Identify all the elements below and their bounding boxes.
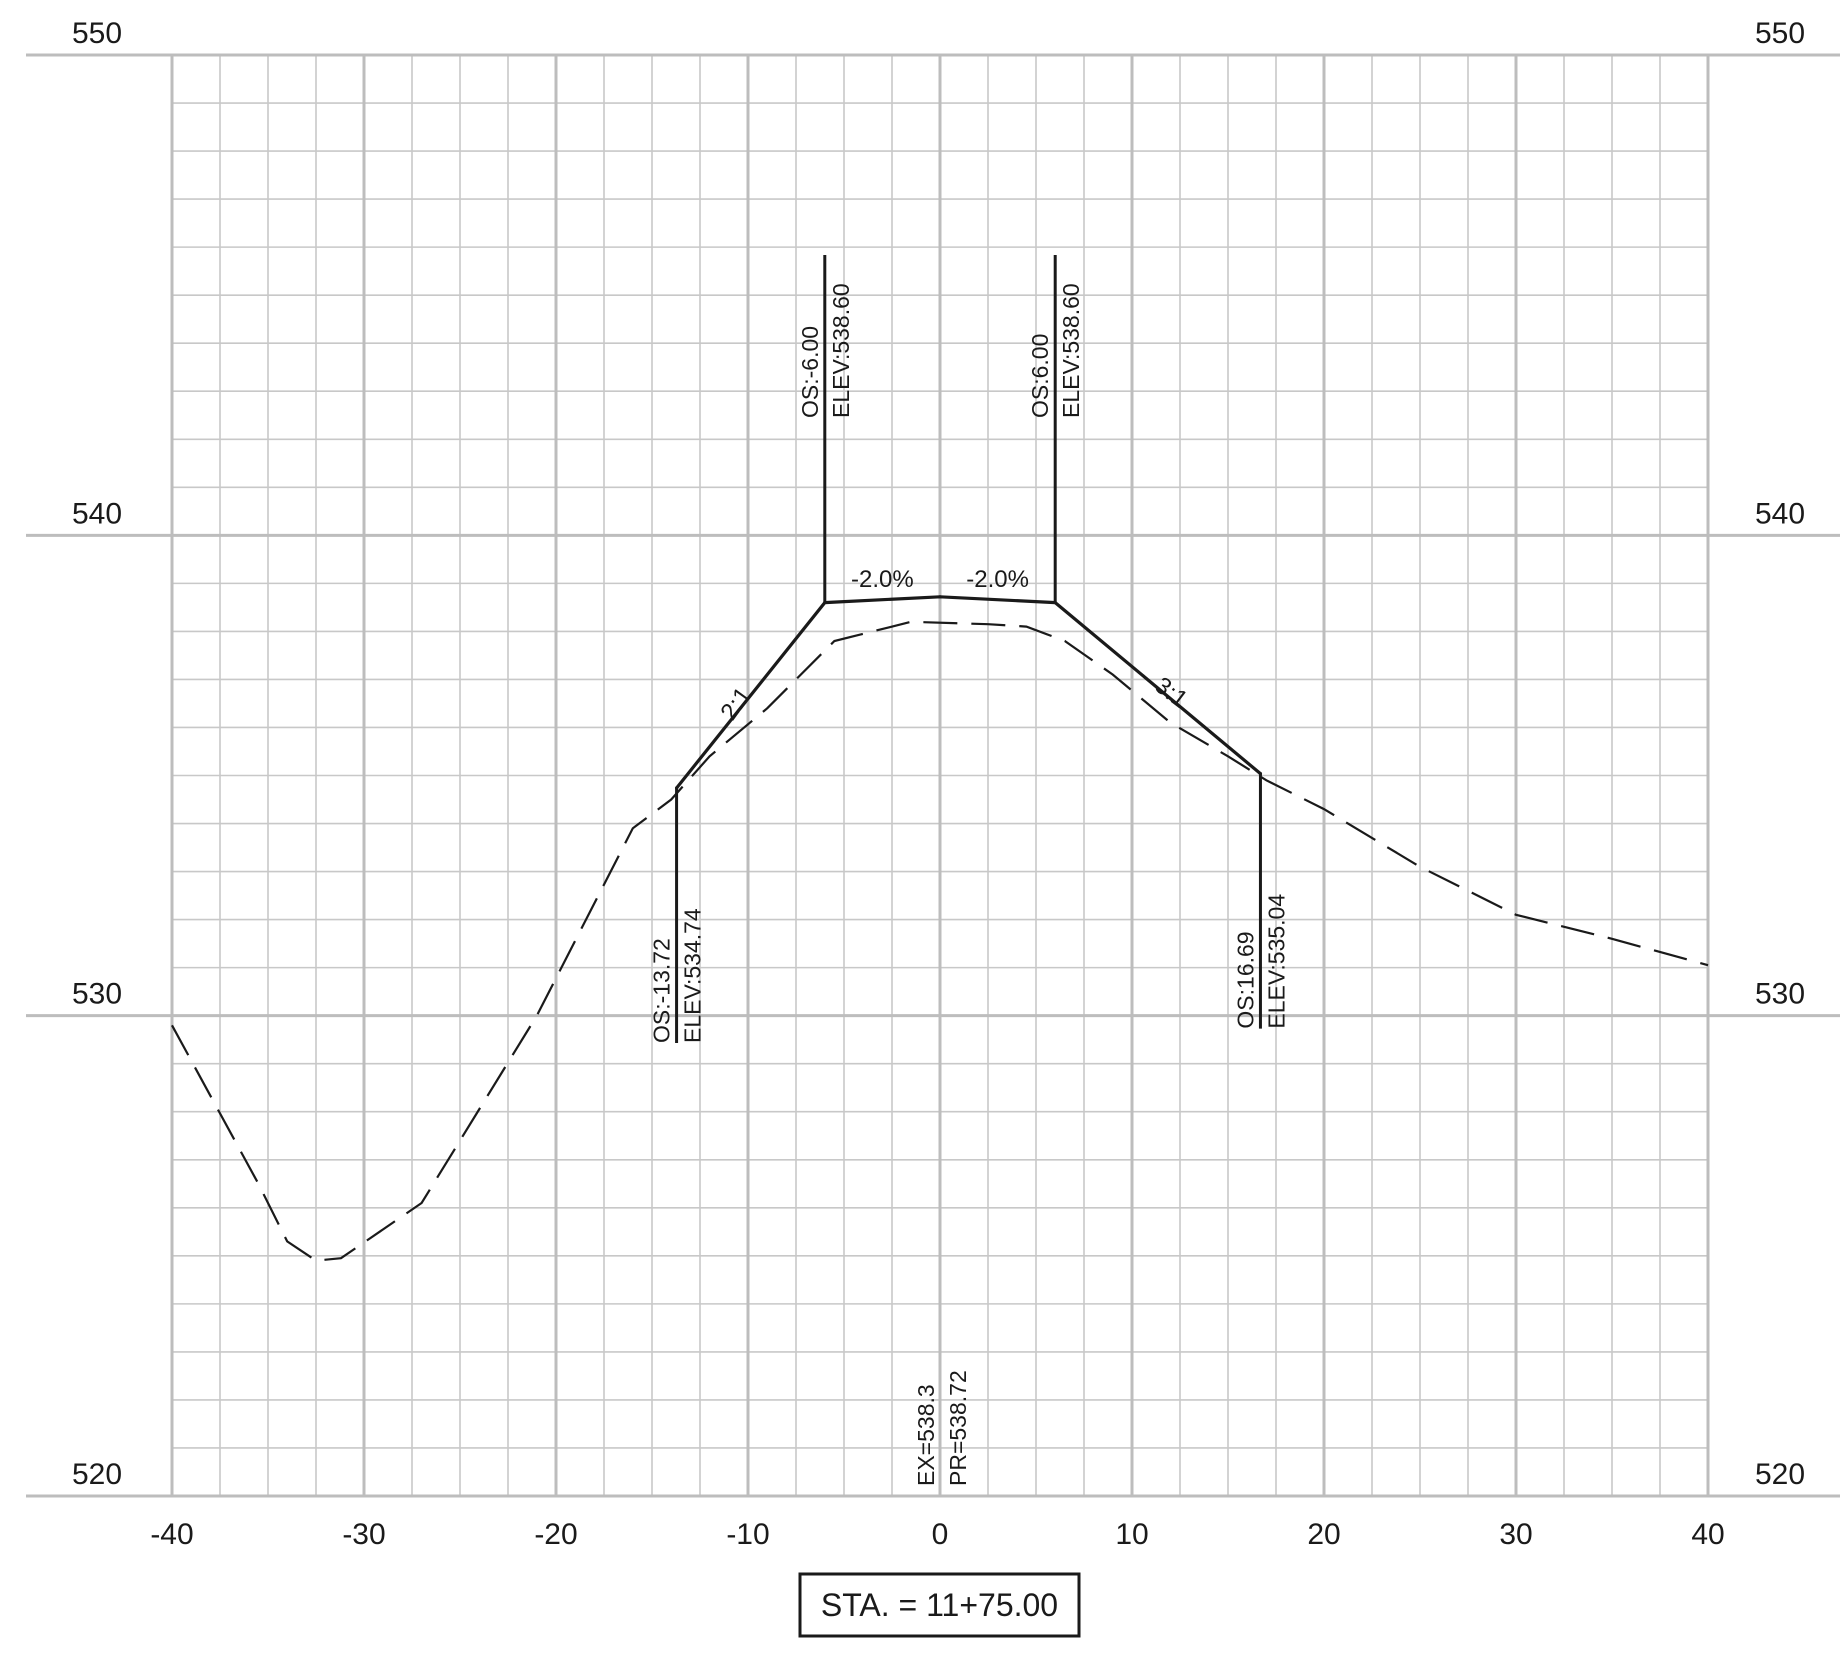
x-tick-label: 30 [1499, 1518, 1532, 1551]
offset-os-label: OS:-13.72 [649, 938, 675, 1043]
cross-slope-label: -2.0% [851, 566, 914, 593]
y-tick-label-right: 550 [1755, 17, 1805, 50]
y-tick-label-left: 540 [72, 497, 122, 530]
station-label: STA. = 11+75.00 [821, 1587, 1058, 1623]
offset-os-label: OS:16.69 [1232, 931, 1258, 1028]
existing-ground-series [171, 620, 1709, 1262]
x-tick-label: 20 [1307, 1518, 1340, 1551]
station-box-frame [798, 1572, 1081, 1638]
centerline-proposed-label: PR=538.72 [945, 1370, 971, 1486]
y-tick-label-left: 530 [72, 978, 122, 1011]
proposed-vertex-point [938, 595, 942, 599]
y-tick-labels: 520 520 530 530 540 540 550 550 [72, 17, 1805, 1491]
offset-os-label: OS:6.00 [1027, 334, 1053, 418]
y-tick-label-left: 520 [72, 1458, 122, 1491]
station-box: STA. = 11+75.00 [798, 1572, 1081, 1638]
x-tick-label: 10 [1115, 1518, 1148, 1551]
x-tick-labels: -40 -30 -20 -10 0 10 20 30 40 [150, 1518, 1724, 1551]
offset-os-label: OS:-6.00 [797, 326, 823, 418]
centerline-existing-label: EX=538.3 [913, 1384, 939, 1486]
cross-slope-label: -2.0% [966, 566, 1029, 593]
offset-elev-label: ELEV:535.04 [1263, 894, 1289, 1029]
x-tick-label: -40 [150, 1518, 193, 1551]
y-tick-label-left: 550 [72, 17, 122, 50]
offset-elev-label: ELEV:534.74 [680, 908, 706, 1043]
offset-elev-label: ELEV:538.60 [1058, 283, 1084, 418]
major-grid [26, 53, 1840, 1498]
y-tick-label-right: 530 [1755, 978, 1805, 1011]
x-tick-label: -20 [534, 1518, 577, 1551]
y-tick-label-right: 520 [1755, 1458, 1805, 1491]
existing-ground-line [171, 620, 1709, 1262]
x-tick-label: -10 [726, 1518, 769, 1551]
y-tick-label-right: 540 [1755, 497, 1805, 530]
offset-elev-label: ELEV:538.60 [828, 283, 854, 418]
x-tick-label: -30 [342, 1518, 385, 1551]
x-tick-label: 0 [932, 1518, 949, 1551]
offset-annotations: OS:-6.00 ELEV:538.60 OS:6.00 ELEV:538.60OS:… [649, 255, 1289, 1043]
x-tick-label: 40 [1691, 1518, 1724, 1551]
minor-grid [172, 55, 1708, 1496]
centerline-annotation: EX=538.3 PR=538.72 [913, 1370, 971, 1486]
